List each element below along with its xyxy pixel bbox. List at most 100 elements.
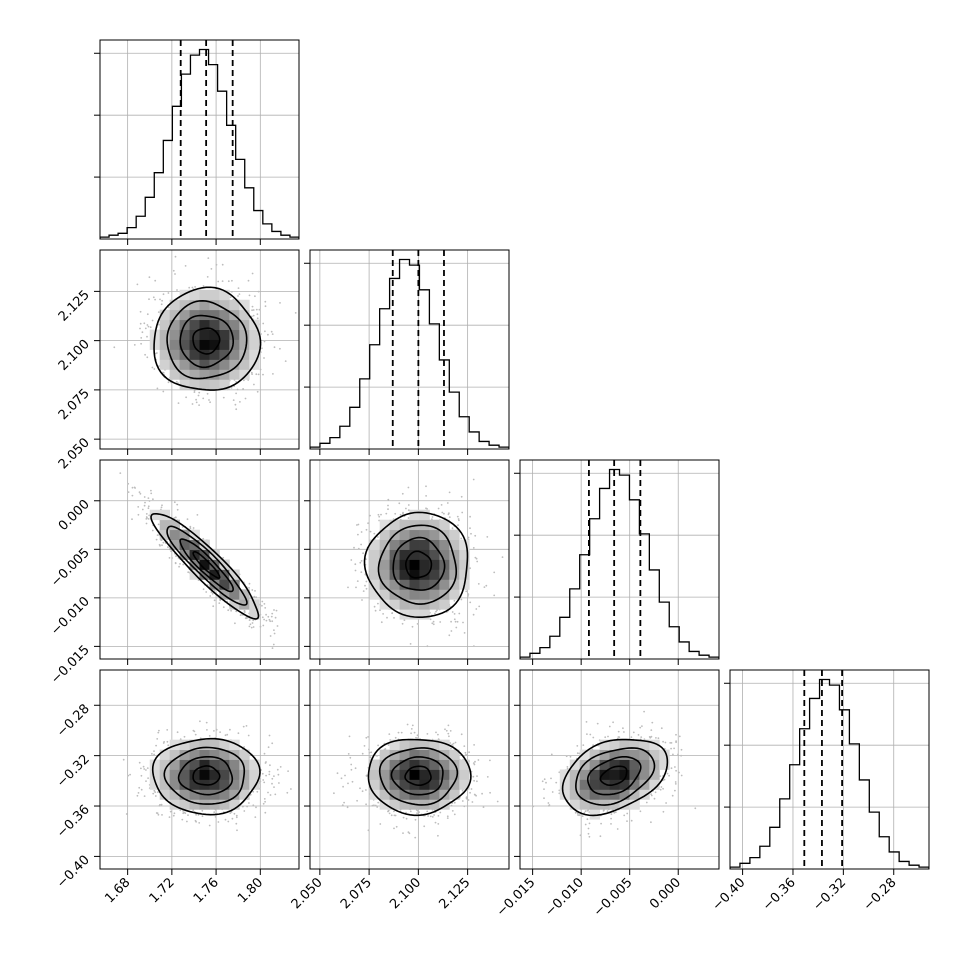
scatter-point xyxy=(175,380,178,383)
density-cell xyxy=(149,509,161,521)
joint-panel-0-2 xyxy=(100,460,299,659)
histogram-panel-1 xyxy=(304,250,509,449)
scatter-point xyxy=(365,528,368,531)
scatter-point xyxy=(464,751,467,754)
density-cell xyxy=(179,789,190,800)
scatter-point xyxy=(235,814,238,817)
scatter-point xyxy=(367,829,370,832)
scatter-point xyxy=(470,532,472,535)
scatter-point xyxy=(457,524,459,526)
scatter-point xyxy=(353,546,355,549)
scatter-point xyxy=(551,791,554,793)
contour-line-2 xyxy=(166,299,248,380)
scatter-point xyxy=(391,612,393,615)
scatter-point xyxy=(626,812,629,815)
scatter-point xyxy=(264,607,267,609)
scatter-point xyxy=(610,813,613,816)
density-cell xyxy=(609,759,620,770)
scatter-point xyxy=(234,622,236,625)
scatter-point xyxy=(377,744,379,747)
density-cell xyxy=(159,319,171,330)
scatter-point xyxy=(354,569,357,572)
density-cell xyxy=(429,599,440,610)
scatter-point xyxy=(371,804,374,807)
density-cell xyxy=(159,519,171,531)
scatter-point xyxy=(261,604,263,607)
density-cell xyxy=(429,739,440,750)
density-cell xyxy=(209,379,220,390)
scatter-point xyxy=(287,770,289,772)
scatter-point xyxy=(356,799,358,802)
scatter-point xyxy=(144,353,147,356)
density-cell xyxy=(199,739,210,750)
contour-line-3 xyxy=(561,738,669,817)
scatter-point xyxy=(437,834,439,837)
density-cell xyxy=(239,749,250,760)
density-cell xyxy=(189,349,200,360)
scatter-point xyxy=(139,322,142,325)
scatter-point xyxy=(450,620,452,623)
scatter-point xyxy=(543,797,545,800)
density-cell xyxy=(439,569,450,580)
density-cell xyxy=(209,319,220,330)
scatter-point xyxy=(541,780,544,783)
scatter-point xyxy=(122,758,125,761)
scatter-point xyxy=(607,735,609,738)
scatter-point xyxy=(467,593,470,595)
scatter-point xyxy=(256,317,259,320)
density-cell xyxy=(199,379,210,390)
scatter-point xyxy=(660,727,663,730)
scatter-point xyxy=(387,498,390,501)
density-cell xyxy=(399,779,410,790)
scatter-point xyxy=(471,801,474,803)
scatter-point xyxy=(362,552,364,555)
scatter-point xyxy=(543,778,546,781)
scatter-point xyxy=(385,512,388,515)
scatter-point xyxy=(262,779,265,781)
scatter-point xyxy=(632,731,635,734)
x-tick-label: 1.72 xyxy=(147,875,178,906)
scatter-point xyxy=(264,811,267,814)
scatter-point xyxy=(475,608,478,610)
density-cell xyxy=(229,789,240,800)
scatter-point xyxy=(194,286,197,288)
density-cell xyxy=(629,769,640,780)
density-cell xyxy=(149,339,161,350)
scatter-point xyxy=(474,556,477,559)
y-tick-label: −0.28 xyxy=(54,701,93,740)
scatter-point xyxy=(273,629,275,631)
scatter-point xyxy=(655,737,657,739)
scatter-point xyxy=(576,812,579,815)
scatter-point xyxy=(159,298,161,301)
scatter-point xyxy=(201,815,204,818)
scatter-point xyxy=(213,589,216,592)
density-cell xyxy=(209,569,220,580)
density-cell xyxy=(199,289,210,301)
density-cell xyxy=(239,329,250,340)
joint-panel-2-3 xyxy=(520,670,719,869)
x-tick-label: −0.32 xyxy=(810,875,849,914)
joint-frame-0-3 xyxy=(99,669,300,870)
scatter-point xyxy=(429,618,432,621)
density-cell xyxy=(159,339,171,350)
scatter-point xyxy=(206,392,209,395)
scatter-point xyxy=(545,781,547,784)
scatter-point xyxy=(233,812,236,815)
scatter-point xyxy=(268,773,271,776)
scatter-point xyxy=(463,805,466,808)
scatter-point xyxy=(259,780,262,783)
scatter-point xyxy=(446,817,449,819)
scatter-point xyxy=(602,810,605,812)
density-cell xyxy=(389,779,400,790)
scatter-point xyxy=(271,647,274,649)
density-cell xyxy=(379,589,390,600)
density-cell xyxy=(409,739,420,750)
density-cell xyxy=(429,769,440,780)
scatter-point xyxy=(443,512,445,515)
scatter-point xyxy=(402,832,404,834)
scatter-point xyxy=(172,814,175,817)
scatter-point xyxy=(253,383,255,386)
density-cell xyxy=(559,789,571,800)
scatter-point xyxy=(398,502,401,505)
scatter-point xyxy=(451,810,454,812)
